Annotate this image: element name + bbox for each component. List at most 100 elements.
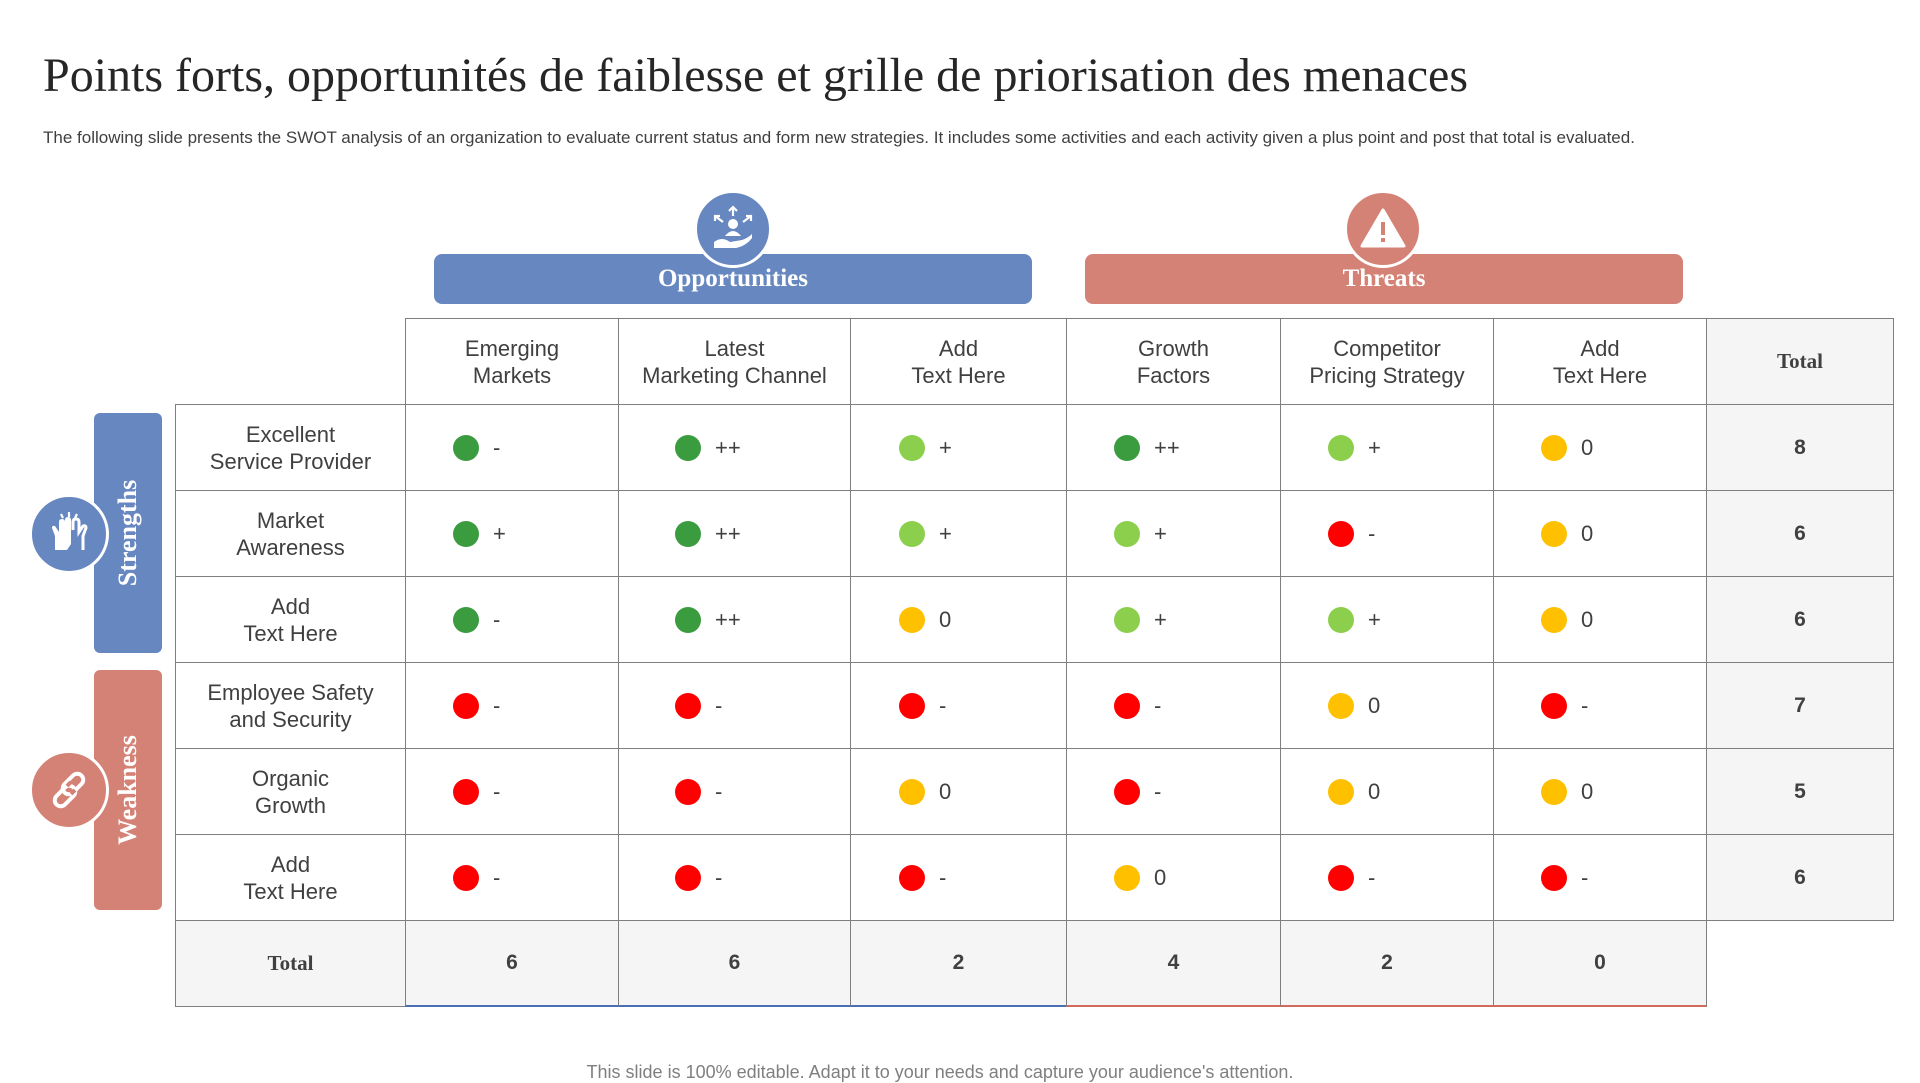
status-dot xyxy=(1114,779,1140,805)
rating-symbol: - xyxy=(715,779,723,804)
rating-symbol: 0 xyxy=(939,607,952,632)
rating-cell: 0 xyxy=(1493,404,1707,491)
rating-cell: 0 xyxy=(1280,662,1494,749)
label-line-2: Factors xyxy=(1136,362,1211,388)
status-dot xyxy=(1328,865,1354,891)
rating-symbol: + xyxy=(939,435,952,460)
row-total: 6 xyxy=(1706,576,1894,663)
rating-cell: 0 xyxy=(1493,490,1707,577)
rating-symbol: - xyxy=(493,779,501,804)
rating-cell: + xyxy=(850,404,1067,491)
rating-cell: - xyxy=(850,834,1067,921)
rating-symbol: 0 xyxy=(1368,779,1381,804)
rating-cell: + xyxy=(1066,576,1281,663)
label-line-2: Text Here xyxy=(243,878,338,904)
status-dot xyxy=(675,779,701,805)
label-line-1: Emerging xyxy=(464,335,560,361)
rating-symbol: 0 xyxy=(1368,693,1381,718)
rating-symbol: - xyxy=(1581,693,1589,718)
column-total: 0 xyxy=(1493,920,1707,1007)
column-header: Add Text Here xyxy=(1493,318,1707,405)
rating-symbol: - xyxy=(493,607,501,632)
rating-cell: 0 xyxy=(1280,748,1494,835)
status-dot xyxy=(1114,693,1140,719)
column-header: Emerging Markets xyxy=(405,318,619,405)
row-header: Add Text Here xyxy=(175,576,406,663)
label-line-1: Add xyxy=(270,851,311,877)
label-line-1: Excellent xyxy=(245,421,336,447)
label-line-2: Text Here xyxy=(1552,362,1648,388)
rating-symbol: 0 xyxy=(939,779,952,804)
status-dot xyxy=(1328,693,1354,719)
label-line-2: Awareness xyxy=(236,534,345,560)
rating-symbol: + xyxy=(1368,435,1381,460)
status-dot xyxy=(1541,521,1567,547)
rating-symbol: ++ xyxy=(1154,435,1180,460)
status-dot xyxy=(1114,865,1140,891)
rating-symbol: + xyxy=(1154,521,1167,546)
status-dot xyxy=(453,521,479,547)
row-header: Organic Growth xyxy=(175,748,406,835)
rating-cell: 0 xyxy=(1493,576,1707,663)
rating-symbol: - xyxy=(1154,779,1162,804)
total-row-header: Total xyxy=(175,920,406,1007)
status-dot xyxy=(675,693,701,719)
label-line-1: Add xyxy=(1580,335,1620,361)
label-line-2: Text Here xyxy=(911,362,1006,388)
threats-label: Threats xyxy=(1342,265,1426,292)
hand-growth-icon xyxy=(694,190,772,268)
page-title: Points forts, opportunités de faiblesse … xyxy=(43,49,1468,102)
strengths-label: Strengths xyxy=(113,479,142,587)
rating-cell: - xyxy=(405,834,619,921)
status-dot xyxy=(1328,607,1354,633)
label-line-1: Organic xyxy=(251,765,330,791)
rating-symbol: 0 xyxy=(1581,435,1594,460)
rating-symbol: 0 xyxy=(1581,779,1594,804)
column-total: 6 xyxy=(405,920,619,1007)
rating-symbol: - xyxy=(715,693,723,718)
warning-icon xyxy=(1344,190,1422,268)
row-header: Employee Safety and Security xyxy=(175,662,406,749)
rating-cell: ++ xyxy=(618,490,851,577)
rating-symbol: 0 xyxy=(1581,607,1594,632)
rating-cell: 0 xyxy=(1066,834,1281,921)
status-dot xyxy=(899,435,925,461)
status-dot xyxy=(675,865,701,891)
rating-symbol: + xyxy=(493,521,506,546)
row-total: 6 xyxy=(1706,834,1894,921)
rating-symbol: - xyxy=(939,865,947,890)
label-line-1: Add xyxy=(938,335,979,361)
status-dot xyxy=(675,521,701,547)
rating-symbol: - xyxy=(1368,521,1376,546)
rating-symbol: ++ xyxy=(715,435,741,460)
status-dot xyxy=(899,865,925,891)
rating-cell: - xyxy=(405,748,619,835)
rating-symbol: ++ xyxy=(715,521,741,546)
label-line-1: Employee Safety xyxy=(207,679,374,705)
rating-cell: - xyxy=(618,748,851,835)
status-dot xyxy=(453,779,479,805)
column-header: Competitor Pricing Strategy xyxy=(1280,318,1494,405)
label-line-1: Market xyxy=(256,507,325,533)
status-dot xyxy=(1114,435,1140,461)
column-header: Add Text Here xyxy=(850,318,1067,405)
rating-symbol: - xyxy=(1154,693,1162,718)
rating-symbol: 0 xyxy=(1154,865,1167,890)
status-dot xyxy=(1541,607,1567,633)
rating-symbol: + xyxy=(1154,607,1167,632)
label-line-2: Pricing Strategy xyxy=(1309,362,1465,388)
column-total: 2 xyxy=(850,920,1067,1007)
row-total: 6 xyxy=(1706,490,1894,577)
status-dot xyxy=(899,521,925,547)
label-line-2: Service Provider xyxy=(209,448,372,474)
column-total: 6 xyxy=(618,920,851,1007)
rating-symbol: - xyxy=(1581,865,1589,890)
rating-symbol: + xyxy=(1368,607,1381,632)
rating-cell: 0 xyxy=(850,748,1067,835)
status-dot xyxy=(1541,779,1567,805)
status-dot xyxy=(1541,435,1567,461)
label-line-2: Growth xyxy=(255,792,326,818)
row-header: Excellent Service Provider xyxy=(175,404,406,491)
status-dot xyxy=(453,693,479,719)
status-dot xyxy=(899,779,925,805)
